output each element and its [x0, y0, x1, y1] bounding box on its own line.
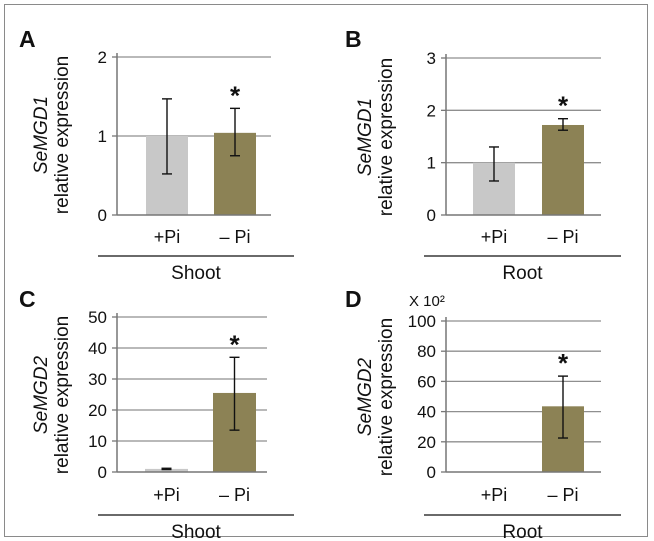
panel-label: B	[345, 26, 362, 52]
y-axis-label: relative expression	[52, 316, 73, 474]
y-tick-label: 50	[88, 308, 107, 327]
panel-label: A	[19, 26, 36, 52]
group-label: Shoot	[171, 263, 221, 284]
y-axis-gene-label: SeMGD2	[31, 356, 52, 435]
x-category-label: – Pi	[219, 227, 250, 247]
y-axis-label: relative expression	[376, 58, 397, 216]
y-axis-label: relative expression	[52, 56, 73, 214]
y-tick-label: 80	[417, 342, 436, 361]
x-category-label: +Pi	[481, 485, 508, 505]
y-tick-label: 20	[88, 401, 107, 420]
y-tick-label: 0	[427, 206, 436, 225]
y-tick-label: 1	[98, 127, 107, 146]
y-tick-label: 60	[417, 372, 436, 391]
y-tick-label: 10	[88, 432, 107, 451]
x-category-label: – Pi	[547, 485, 578, 505]
panel-a: A 0 1 2 +Pi * – Pi Shoot SeMGD1 relative expressi…	[19, 26, 294, 284]
x-category-label: +Pi	[153, 485, 180, 505]
y-tick-label: 40	[88, 339, 107, 358]
x-category-label: – Pi	[219, 485, 250, 505]
y-tick-label: 2	[427, 101, 436, 120]
y-axis-gene-label: SeMGD1	[31, 96, 52, 174]
bar-plus-pi	[145, 468, 188, 472]
significance-marker: *	[558, 91, 569, 121]
significance-marker: *	[558, 348, 569, 378]
significance-marker: *	[229, 329, 240, 359]
bar-minus-pi	[542, 124, 584, 215]
y-axis-gene-label: SeMGD2	[355, 358, 376, 437]
panel-label: C	[19, 286, 36, 312]
x-category-label: – Pi	[547, 227, 578, 247]
y-axis-gene-label: SeMGD1	[355, 98, 376, 176]
panel-label: D	[345, 286, 362, 312]
y-tick-label: 1	[427, 154, 436, 173]
y-tick-label: 30	[88, 370, 107, 389]
y-tick-label: 20	[417, 433, 436, 452]
y-tick-label: 100	[408, 312, 436, 331]
x-category-label: +Pi	[154, 227, 181, 247]
significance-marker: *	[230, 80, 241, 110]
panel-d: D 0 20 40 60 80 100 X 10² +Pi * – Pi Root SeMGD2 rela…	[345, 286, 621, 538]
panel-c: C 0 10 20 30 40 50 +Pi * – Pi Shoot SeMGD2 relative …	[19, 286, 294, 538]
y-axis-label: relative expression	[376, 318, 397, 476]
y-multiplier: X 10²	[409, 293, 445, 310]
group-label: Shoot	[171, 522, 221, 538]
y-tick-label: 0	[98, 463, 107, 482]
group-label: Root	[502, 522, 543, 538]
group-label: Root	[502, 263, 543, 284]
x-category-label: +Pi	[481, 227, 508, 247]
y-tick-label: 0	[98, 206, 107, 225]
figure-frame: A 0 1 2 +Pi * – Pi Shoot SeMGD1 relative expressi…	[4, 4, 648, 538]
y-tick-label: 3	[427, 49, 436, 68]
y-tick-label: 0	[427, 463, 436, 482]
y-tick-label: 40	[417, 403, 436, 422]
y-tick-label: 2	[98, 48, 107, 67]
